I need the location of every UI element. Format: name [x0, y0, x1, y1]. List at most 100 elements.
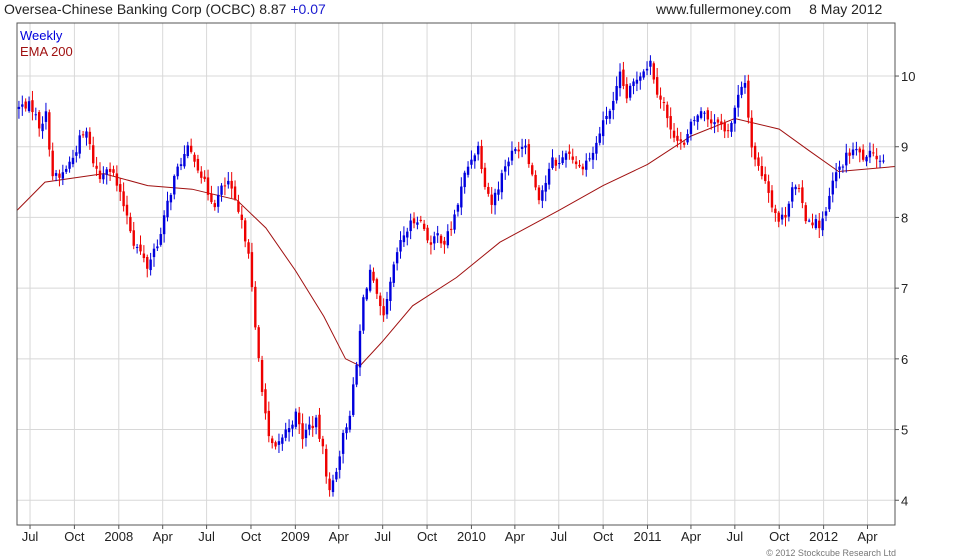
candle	[625, 77, 628, 104]
candle	[642, 69, 645, 80]
candle	[703, 110, 706, 122]
candle	[791, 181, 794, 209]
candle	[328, 472, 331, 497]
candle	[17, 100, 21, 119]
candle	[453, 209, 456, 234]
candle	[34, 107, 38, 121]
ema-200-line	[16, 117, 896, 367]
candle	[443, 236, 446, 254]
candle	[493, 188, 497, 215]
candle	[872, 143, 875, 157]
y-axis-ticks: 4 5 6 7 8 9 10	[895, 69, 915, 508]
candle	[341, 429, 345, 464]
x-axis-ticks: Jul Oct 2008 Apr Jul Oct 2009 Apr Jul Oct 2010 Apr J…	[22, 525, 878, 544]
candle	[331, 474, 335, 497]
candle	[119, 178, 122, 202]
candle	[156, 239, 159, 252]
candle	[487, 182, 490, 197]
candle	[828, 187, 831, 212]
candle	[345, 423, 348, 440]
candle	[456, 203, 460, 217]
candle	[544, 175, 547, 202]
candles	[17, 55, 885, 497]
candle	[794, 184, 797, 196]
candle	[666, 101, 669, 128]
candle	[564, 150, 568, 168]
candle	[85, 127, 88, 146]
candle	[98, 162, 102, 183]
candle	[811, 213, 814, 229]
candle	[659, 87, 662, 109]
x-tick-label: Apr	[857, 529, 878, 544]
candle	[129, 212, 132, 234]
candle	[422, 219, 426, 232]
candle	[682, 140, 686, 148]
candle	[855, 141, 858, 156]
candle	[92, 136, 95, 168]
candle	[713, 114, 716, 134]
candle	[639, 72, 642, 90]
candle	[679, 131, 683, 150]
candle	[605, 106, 608, 125]
candle	[861, 144, 865, 162]
candle	[24, 98, 27, 112]
candle	[21, 95, 24, 116]
candle	[210, 185, 213, 204]
candle	[814, 214, 818, 230]
candle	[531, 162, 534, 177]
candle	[54, 169, 58, 182]
legend-ema-200: EMA 200	[20, 44, 73, 59]
candle	[206, 169, 210, 201]
candle	[483, 162, 487, 190]
candle	[355, 361, 358, 388]
candle	[392, 261, 395, 288]
candle	[473, 153, 477, 169]
candle	[699, 107, 703, 120]
candle	[470, 150, 473, 169]
candle	[466, 161, 470, 178]
site-url: www.fullermoney.com	[656, 1, 792, 17]
candle	[865, 155, 868, 167]
candle	[173, 174, 176, 200]
candle	[203, 170, 206, 182]
candle	[409, 213, 412, 240]
candle	[274, 440, 277, 450]
candle	[649, 55, 652, 75]
candle	[669, 107, 672, 139]
candle	[726, 123, 730, 138]
candle	[338, 450, 341, 479]
candle	[757, 152, 760, 171]
candle	[426, 224, 429, 244]
candle	[372, 267, 375, 283]
x-tick-label: Oct	[64, 529, 85, 544]
candle	[318, 407, 321, 442]
candle	[709, 111, 713, 130]
price-change: +0.07	[290, 1, 326, 17]
x-tick-label: 2012	[809, 529, 838, 544]
candle	[514, 147, 517, 154]
candle	[375, 277, 379, 300]
candle	[568, 144, 571, 160]
candle	[416, 216, 419, 230]
x-tick-label: 2008	[104, 529, 133, 544]
candle	[105, 167, 108, 185]
candle	[807, 218, 811, 223]
candle	[628, 83, 632, 101]
candle	[537, 185, 541, 205]
candle	[277, 433, 281, 454]
candle	[821, 211, 824, 237]
candle	[737, 84, 740, 117]
candle	[247, 239, 250, 259]
candle	[463, 170, 466, 194]
candle	[652, 61, 655, 84]
y-tick-label: 9	[901, 140, 908, 155]
candle	[743, 75, 747, 94]
candle	[132, 221, 135, 250]
candle	[186, 141, 189, 159]
candle	[662, 97, 666, 111]
candle	[574, 156, 578, 169]
candle	[385, 291, 389, 319]
candle	[507, 157, 510, 176]
candle	[797, 184, 801, 193]
candle	[41, 116, 44, 139]
